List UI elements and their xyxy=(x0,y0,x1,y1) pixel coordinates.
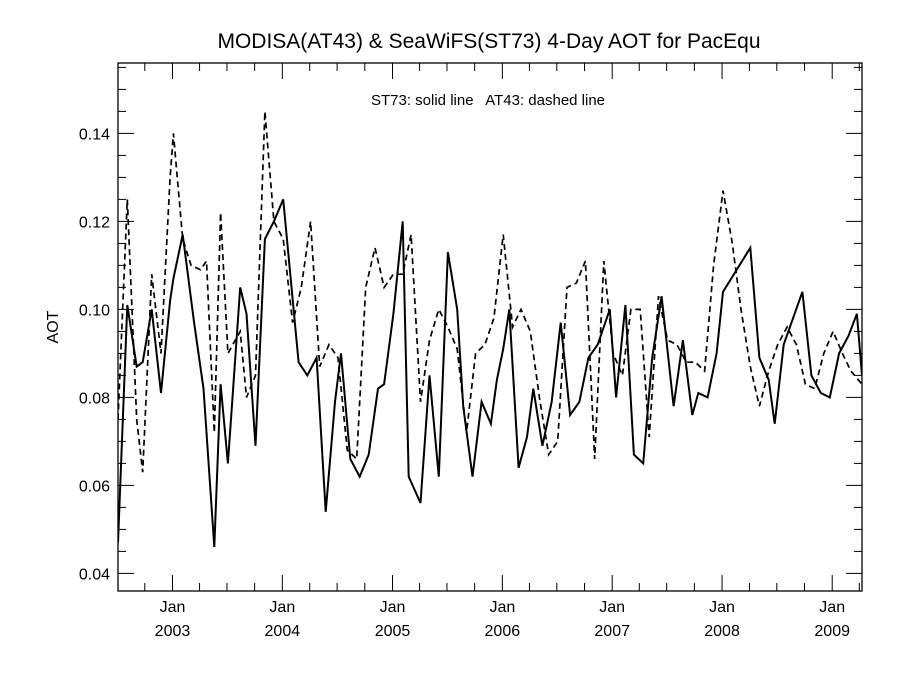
plot-frame xyxy=(117,62,863,592)
series-lines xyxy=(118,111,862,548)
x-tick-year-label: 2003 xyxy=(155,623,191,640)
x-tick-month-label: Jan xyxy=(489,599,515,616)
x-tick-month-label: Jan xyxy=(380,599,406,616)
x-tick-year-label: 2008 xyxy=(704,623,740,640)
y-tick-label: 0.06 xyxy=(79,478,110,495)
y-axis-label: AOT xyxy=(45,310,62,343)
x-tick-year-label: 2004 xyxy=(265,623,301,640)
line-style-legend: ST73: solid line AT43: dashed line xyxy=(371,92,605,109)
axis-tick-labels: 0.04 0.06 0.08 0.10 0.12 0.14 Jan 2003 Jan 2004 Ja… xyxy=(79,126,850,640)
x-tick-month-label: Jan xyxy=(160,599,186,616)
x-tick-month-label: Jan xyxy=(709,599,735,616)
y-tick-label: 0.14 xyxy=(79,126,110,143)
x-tick-month-label: Jan xyxy=(269,599,295,616)
x-tick-year-label: 2006 xyxy=(485,623,521,640)
chart-title: MODISA(AT43) & SeaWiFS(ST73) 4-Day AOT f… xyxy=(217,30,760,53)
x-tick-month-label: Jan xyxy=(819,599,845,616)
series-line-at43 xyxy=(118,111,862,473)
x-tick-month-label: Jan xyxy=(599,599,625,616)
y-tick-label: 0.04 xyxy=(79,566,110,583)
x-tick-year-label: 2007 xyxy=(594,623,630,640)
y-tick-label: 0.10 xyxy=(79,302,110,319)
x-tick-year-label: 2009 xyxy=(814,623,850,640)
y-tick-label: 0.12 xyxy=(79,214,110,231)
x-tick-year-label: 2005 xyxy=(375,623,411,640)
y-tick-label: 0.08 xyxy=(79,390,110,407)
axis-ticks xyxy=(118,63,862,591)
series-line-st73 xyxy=(118,199,862,548)
